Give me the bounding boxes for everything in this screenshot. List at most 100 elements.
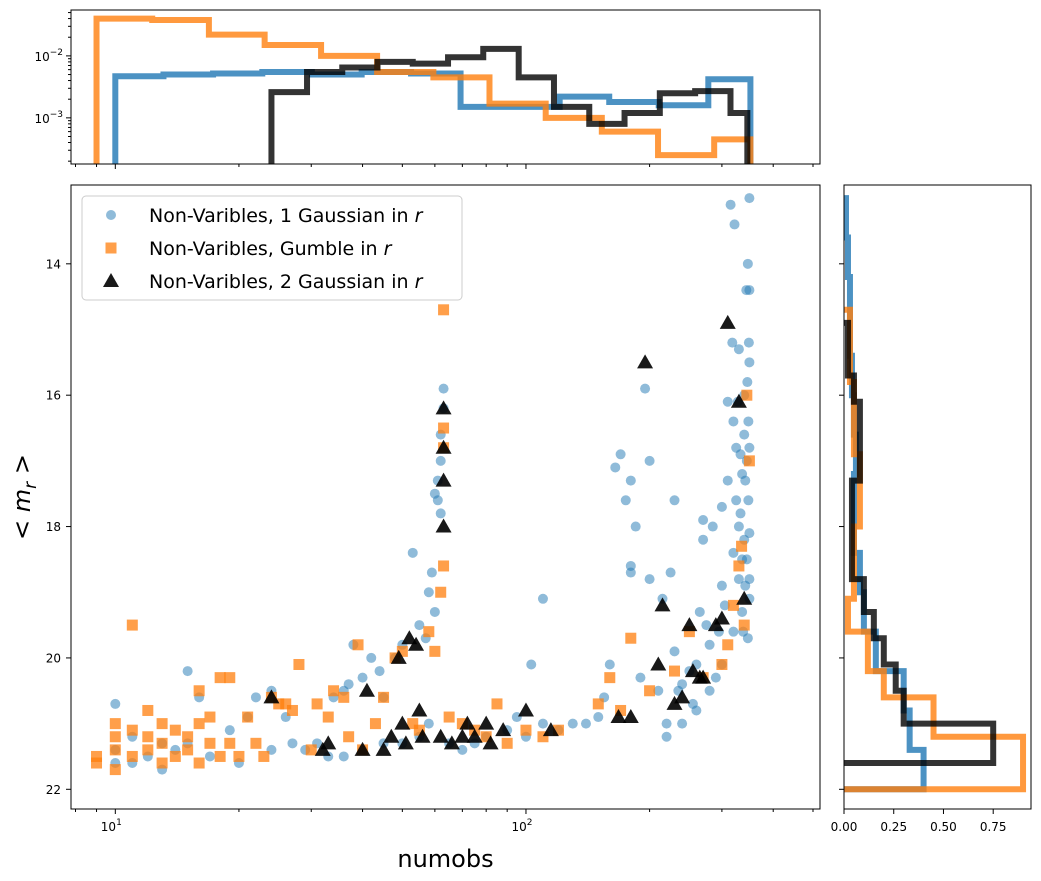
scatter-point-square-50 bbox=[413, 724, 425, 736]
scatter-point-square-23 bbox=[204, 737, 216, 749]
scatter-point-square-1 bbox=[91, 757, 103, 769]
scatter-point-circle-48 bbox=[423, 718, 434, 729]
scatter-point-square-5 bbox=[109, 764, 121, 776]
x-tick-label-0: 101 bbox=[101, 818, 122, 834]
scatter-point-circle-55 bbox=[457, 744, 468, 755]
scatter-point-circle-0 bbox=[110, 698, 121, 709]
scatter-point-circle-72 bbox=[620, 495, 631, 506]
scatter-point-triangle-38 bbox=[695, 669, 712, 684]
top-x-ticks bbox=[75, 164, 814, 169]
scatter-point-square-6 bbox=[126, 724, 138, 736]
legend-label-2: Non-Varibles, Gumble in r bbox=[149, 238, 393, 260]
scatter-point-square-7 bbox=[126, 750, 138, 762]
top-plot-bg bbox=[71, 10, 820, 164]
legend-label-text: Non-Varibles, 1 Gaussian in bbox=[149, 205, 415, 227]
scatter-point-circle-114 bbox=[733, 521, 744, 532]
scatter-point-triangle-0 bbox=[263, 689, 280, 704]
scatter-point-circle-20 bbox=[287, 738, 298, 749]
right-plot-bg bbox=[844, 185, 1031, 809]
scatter-point-circle-86 bbox=[669, 646, 680, 657]
scatter-point-square-64 bbox=[520, 724, 532, 736]
scatter-point-square-46 bbox=[378, 691, 390, 703]
scatter-point-triangle-43 bbox=[736, 590, 753, 605]
scatter-point-square-2 bbox=[109, 718, 121, 730]
scatter-point-circle-148 bbox=[661, 731, 672, 742]
scatter-point-square-78 bbox=[733, 560, 745, 572]
legend-label-3: Non-Varibles, 2 Gaussian in r bbox=[149, 271, 424, 293]
scatter-point-triangle-17 bbox=[435, 439, 452, 454]
scatter-point-square-11 bbox=[142, 704, 154, 716]
scatter-point-circle-16 bbox=[250, 692, 261, 703]
scatter-point-circle-137 bbox=[744, 442, 755, 453]
y-axis-label-main: < m bbox=[8, 489, 36, 540]
scatter-point-triangle-29 bbox=[622, 709, 639, 724]
scatter-point-circle-13 bbox=[224, 725, 235, 736]
scatter-point-circle-62 bbox=[537, 718, 548, 729]
scatter-point-square-27 bbox=[224, 737, 236, 749]
scatter-point-circle-142 bbox=[737, 606, 748, 617]
scatter-point-triangle-18 bbox=[435, 400, 452, 415]
scatter-point-square-17 bbox=[182, 731, 194, 743]
scatter-point-circle-106 bbox=[727, 337, 738, 348]
scatter-point-circle-95 bbox=[701, 620, 712, 631]
scatter-point-square-36 bbox=[293, 658, 305, 670]
scatter-point-triangle-32 bbox=[654, 597, 671, 612]
legend-marker-square bbox=[105, 242, 117, 254]
main-x-ticks: 101 10 2 bbox=[75, 809, 814, 834]
scatter-point-circle-109 bbox=[729, 219, 740, 230]
scatter-point-square-41 bbox=[338, 691, 350, 703]
scatter-point-circle-100 bbox=[716, 501, 727, 512]
scatter-point-circle-136 bbox=[744, 357, 755, 368]
scatter-point-triangle-10 bbox=[401, 630, 418, 645]
x-tick-label-0-base: 10 bbox=[101, 820, 116, 834]
scatter-point-circle-131 bbox=[742, 633, 753, 644]
y-axis-label-close: > bbox=[8, 454, 36, 482]
scatter-point-square-15 bbox=[169, 724, 181, 736]
scatter-point-circle-103 bbox=[722, 396, 733, 407]
scatter-point-triangle-36 bbox=[684, 663, 701, 678]
top-frame bbox=[70, 9, 821, 165]
legend-label-var: r bbox=[384, 238, 393, 260]
top-y-tick-label-0: 10−2 bbox=[34, 48, 63, 64]
scatter-point-triangle-14 bbox=[432, 728, 449, 743]
top-hist-3 bbox=[268, 45, 751, 164]
y-tick-label-2: 18 bbox=[46, 520, 61, 534]
x-tick-label-1-exp: 2 bbox=[527, 818, 533, 828]
scatter-point-square-3 bbox=[109, 731, 121, 743]
scatter-point-circle-61 bbox=[526, 659, 537, 670]
scatter-point-circle-138 bbox=[744, 193, 755, 204]
scatter-point-circle-29 bbox=[366, 652, 377, 663]
legend-frame bbox=[81, 195, 463, 301]
scatter-point-square-28 bbox=[233, 750, 245, 762]
scatter-point-triangle-9 bbox=[397, 735, 414, 750]
legend-label-var: r bbox=[415, 205, 424, 227]
right-hist-3 bbox=[844, 319, 997, 767]
scatter-point-square-42 bbox=[343, 731, 355, 743]
scatter-point-circle-135 bbox=[744, 528, 755, 539]
scatter-point-circle-53 bbox=[338, 751, 349, 762]
scatter-point-circle-113 bbox=[733, 344, 744, 355]
scatter-point-circle-134 bbox=[743, 337, 754, 348]
scatter-point-triangle-30 bbox=[637, 354, 654, 369]
scatter-point-square-80 bbox=[741, 389, 753, 401]
scatter-point-square-14 bbox=[156, 757, 168, 769]
scatter-point-circle-116 bbox=[735, 449, 746, 460]
scatter-point-triangle-8 bbox=[394, 715, 411, 730]
scatter-point-circle-145 bbox=[704, 685, 715, 696]
scatter-point-circle-146 bbox=[691, 705, 702, 716]
scatter-point-triangle-31 bbox=[650, 656, 667, 671]
scatter-point-circle-97 bbox=[707, 521, 718, 532]
scatter-point-triangle-41 bbox=[719, 314, 736, 329]
scatter-point-triangle-2 bbox=[320, 735, 337, 750]
right-hist-steps bbox=[844, 195, 1027, 793]
scatter-point-triangle-7 bbox=[390, 649, 407, 664]
scatter-point-square-24 bbox=[214, 750, 226, 762]
scatter-point-triangle-26 bbox=[517, 702, 534, 717]
scatter-point-square-21 bbox=[193, 757, 205, 769]
scatter-point-circle-130 bbox=[742, 258, 753, 269]
scatter-point-square-4 bbox=[109, 744, 121, 756]
scatter-point-square-8 bbox=[126, 619, 138, 631]
scatter-point-square-76 bbox=[722, 639, 734, 651]
scatter-point-square-81 bbox=[743, 455, 755, 467]
